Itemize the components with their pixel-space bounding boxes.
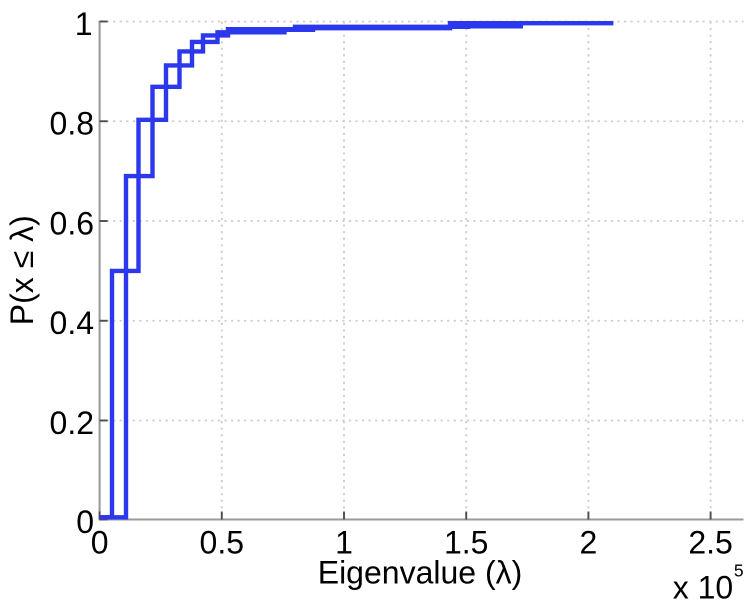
- svg-text:x 10: x 10: [673, 569, 733, 600]
- svg-text:2.5: 2.5: [688, 524, 732, 560]
- svg-text:0.4: 0.4: [50, 305, 94, 341]
- svg-text:0.5: 0.5: [200, 524, 244, 560]
- svg-text:5: 5: [734, 560, 744, 580]
- svg-text:0.2: 0.2: [50, 405, 94, 441]
- svg-text:0: 0: [76, 504, 94, 540]
- svg-text:0.6: 0.6: [50, 205, 94, 241]
- svg-text:0: 0: [91, 524, 109, 560]
- svg-text:P(x ≤ λ): P(x ≤ λ): [4, 215, 40, 325]
- svg-text:0.8: 0.8: [50, 106, 94, 142]
- svg-text:1: 1: [335, 524, 353, 560]
- svg-text:2: 2: [580, 524, 598, 560]
- svg-text:1.5: 1.5: [444, 524, 488, 560]
- svg-text:Eigenvalue (λ): Eigenvalue (λ): [318, 554, 523, 590]
- svg-text:1: 1: [75, 6, 93, 42]
